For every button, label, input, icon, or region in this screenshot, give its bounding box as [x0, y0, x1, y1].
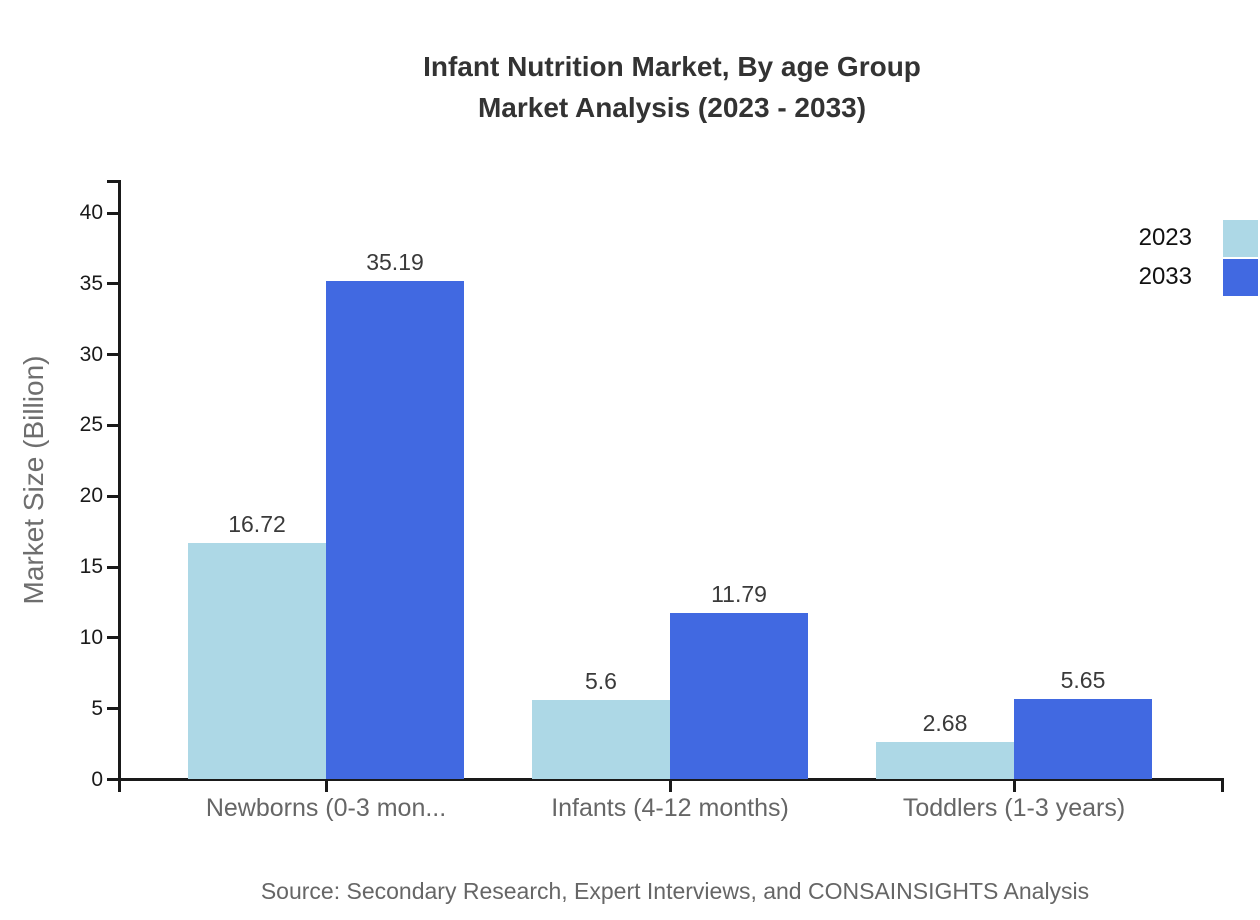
bar-value-label: 16.72	[228, 511, 286, 537]
x-tick	[1012, 781, 1016, 792]
y-axis-title: Market Size (Billion)	[18, 355, 49, 605]
bar-value-label: 5.6	[585, 668, 617, 694]
x-tick-label: Toddlers (1-3 years)	[902, 794, 1126, 822]
chart-title-line1: Infant Nutrition Market, By age Group	[423, 51, 921, 82]
x-tick	[324, 781, 328, 792]
y-tick	[107, 211, 119, 215]
chart-title-line2: Market Analysis (2023 - 2033)	[477, 92, 867, 123]
legend-swatch-2033	[1223, 259, 1258, 296]
bar-value-label: 2.68	[922, 710, 968, 736]
y-tick-label: 10	[79, 625, 103, 649]
bar-2033-2	[670, 613, 808, 779]
y-tick-label: 15	[79, 555, 103, 579]
y-tick	[107, 423, 119, 427]
x-axis-end-tick	[1221, 781, 1224, 792]
bar-2033-3	[1014, 699, 1152, 779]
y-tick	[107, 636, 119, 640]
y-tick-label: 40	[79, 201, 103, 224]
y-tick-label: 35	[79, 271, 103, 295]
x-tick	[668, 781, 672, 792]
y-tick-label: 0	[91, 767, 103, 791]
x-tick-label: Newborns (0-3 mon...	[205, 794, 447, 822]
legend-label-2023: 2023	[1138, 224, 1192, 251]
y-axis-line	[117, 180, 121, 792]
chart-title: Infant Nutrition Market, By age Group Ma…	[120, 46, 1224, 128]
y-tick	[107, 707, 119, 711]
x-axis-line	[107, 778, 1224, 781]
y-tick	[107, 565, 119, 569]
y-axis-end-tick	[107, 180, 119, 183]
bar-value-label: 35.19	[366, 249, 424, 275]
bar-2023-2	[532, 700, 670, 779]
bar-2023-3	[876, 742, 1014, 779]
y-tick	[107, 282, 119, 286]
y-tick	[107, 353, 119, 357]
bar-value-label: 5.65	[1060, 667, 1106, 693]
legend-swatch-2023	[1223, 220, 1258, 257]
x-tick-label: Infants (4-12 months)	[551, 794, 789, 822]
y-tick	[107, 494, 119, 498]
bar-2033-1	[326, 281, 464, 779]
y-tick-label: 20	[79, 484, 103, 508]
y-tick	[107, 778, 119, 781]
y-tick-label: 25	[79, 413, 103, 437]
y-tick-label: 30	[79, 342, 103, 366]
source-note: Source: Secondary Research, Expert Inter…	[260, 878, 1090, 904]
bar-2023-1	[188, 543, 326, 779]
bar-value-label: 11.79	[711, 581, 767, 607]
y-tick-label: 5	[91, 696, 103, 720]
legend-label-2033: 2033	[1138, 263, 1192, 290]
